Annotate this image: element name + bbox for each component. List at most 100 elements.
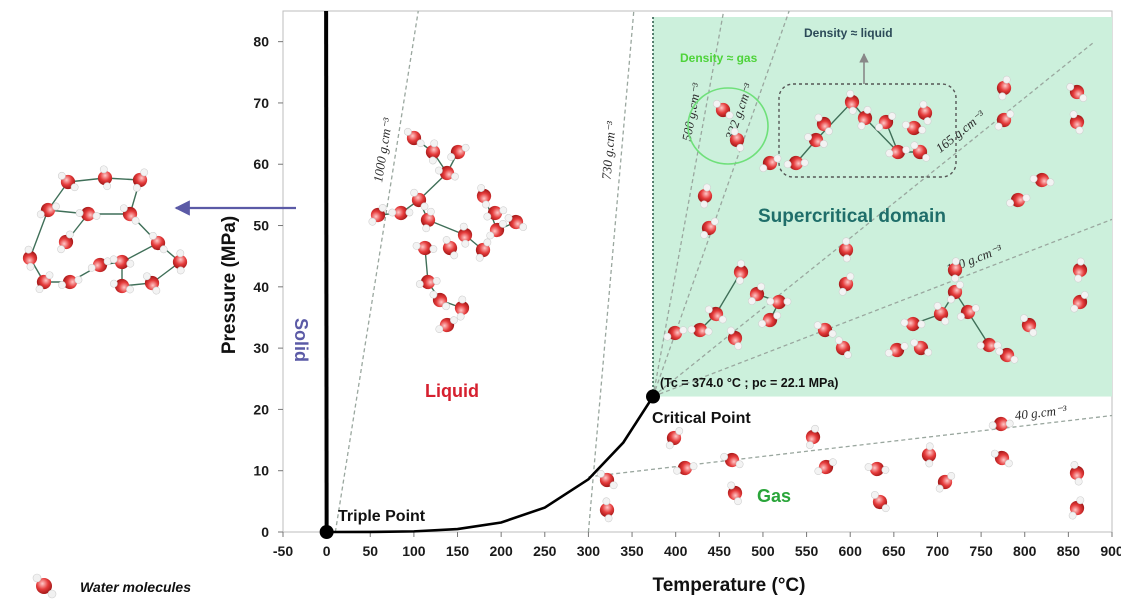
critical-point-coordinates: (Tc = 374.0 °C ; pc = 22.1 MPa) [660,376,838,390]
x-tick-label: 600 [839,543,863,559]
water-molecule-icon [410,188,429,211]
water-molecule-icon [727,326,743,350]
water-molecule-icon [1072,257,1088,283]
water-molecule-icon [687,322,713,338]
critical-point-label: Critical Point [652,410,751,427]
water-molecule-icon [844,89,860,115]
triple-point-marker [319,524,334,539]
water-molecule-icon [814,458,837,475]
water-molecule-icon [442,236,459,260]
water-molecule-icon [814,113,833,136]
x-tick-label: 750 [969,543,993,559]
water-molecule-icon [447,143,470,161]
water-molecule-icon [22,245,38,271]
water-molecule-icon [483,205,508,221]
water-molecule-icon [875,112,896,132]
y-tick-label: 50 [253,218,269,234]
y-tick-label: 10 [253,463,269,479]
water-molecule-icon [864,461,890,477]
y-tick-label: 30 [253,340,269,356]
y-tick-label: 0 [261,524,269,540]
x-tick-label: 350 [620,543,644,559]
liquid-gas-boundary [326,395,655,534]
isochore-line [587,10,635,533]
water-molecule-icon [109,254,135,270]
water-molecule-icon [412,240,438,256]
water-molecule-icon [665,427,684,450]
water-molecule-icon [910,338,933,357]
region-gas-label: Gas [757,486,791,506]
water-molecule-icon [747,282,766,305]
isochore-label: 730 g.cm⁻³ [599,120,619,181]
water-molecule-icon [759,154,782,173]
water-molecule-icon [988,416,1014,432]
x-tick-label: 500 [751,543,775,559]
x-tick-label: 900 [1100,543,1121,559]
water-molecule-icon [995,347,1019,364]
water-molecule-icon [599,497,615,523]
water-molecule-icon [804,132,828,148]
water-molecule-icon [766,294,792,310]
water-molecule-icon [1068,496,1085,520]
x-tick-label: 200 [489,543,513,559]
water-molecule-icon [720,452,744,469]
water-molecule-icon [673,460,698,476]
water-molecule-icon [1006,192,1031,208]
water-molecule-icon [143,272,161,295]
y-tick-label: 60 [253,156,269,172]
water-molecule-icon [900,316,926,332]
x-tick-label: 300 [577,543,601,559]
x-tick-label: 250 [533,543,557,559]
water-molecule-icon [109,278,134,294]
water-molecule-icon [476,184,492,209]
isochore-line [334,10,419,533]
density-gas-note: Density ≈ gas [680,51,758,65]
water-molecule-icon [132,168,149,192]
water-molecule-icon [885,144,911,160]
x-tick-label: -50 [273,543,293,559]
x-tick-label: 700 [926,543,950,559]
water-molecule-icon [935,472,956,493]
water-molecule-icon [813,321,837,338]
water-molecule-icon [835,336,852,359]
isochore-line [588,414,1113,478]
water-molecule-icon [933,302,950,326]
water-molecule-icon [1070,291,1089,313]
legend-molecule-icon [36,578,52,594]
water-molecule-icon [454,295,470,321]
water-molecule-icon [1066,82,1088,102]
water-molecule-icon [884,342,909,358]
x-tick-label: 450 [708,543,732,559]
water-molecule-icon [697,183,713,209]
water-molecule-icon [663,325,688,341]
water-molecule-icon [805,424,821,450]
water-molecule-icon [758,311,782,328]
water-molecule-illustrations [22,75,1089,523]
water-molecule-icon [700,217,719,239]
isochore-line [652,10,725,397]
water-molecule-icon [429,290,450,311]
legend-label: Water molecules [80,579,191,595]
water-molecule-icon [910,141,931,162]
water-molecule-icon [733,259,749,285]
water-molecule-icon [838,272,855,296]
y-axis-title: Pressure (MPa) [219,216,240,354]
region-liquid-label: Liquid [425,381,479,401]
y-tick-label: 20 [253,401,269,417]
water-molecule-icon [956,304,980,321]
water-molecule-icon [57,171,79,192]
isochore-label: 40 g.cm⁻³ [1014,402,1068,423]
water-molecule-icon [783,155,809,171]
x-tick-label: 50 [362,543,378,559]
legend: Water molecules [32,573,191,599]
water-molecule-icon [368,204,387,226]
water-molecule-icon [36,202,60,219]
water-molecule-icon [435,316,458,333]
x-tick-label: 150 [446,543,470,559]
solid-liquid-boundary [324,10,329,533]
isochore-line [652,218,1113,398]
water-molecule-icon [838,237,854,263]
y-axis-ticks: 0 10 20 30 40 50 60 70 80 [253,34,283,540]
water-molecule-icon [1020,314,1038,337]
